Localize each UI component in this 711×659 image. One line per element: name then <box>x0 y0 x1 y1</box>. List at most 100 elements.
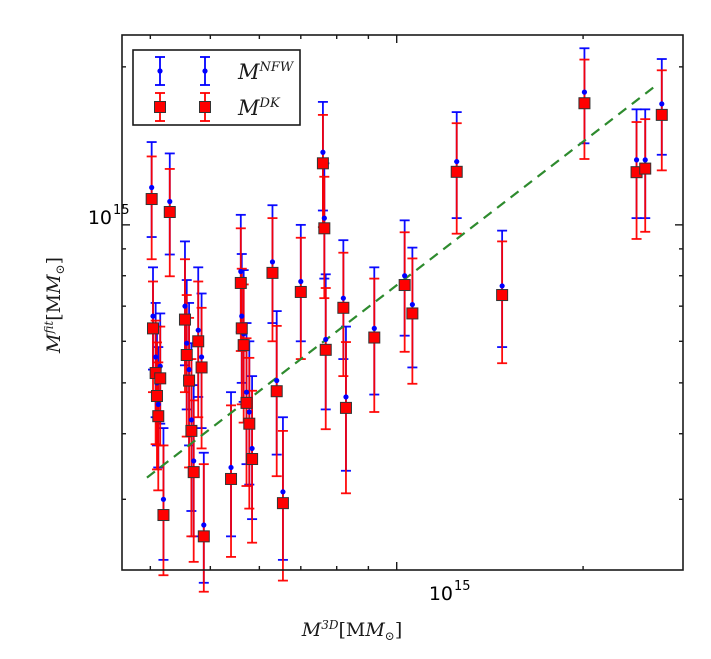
errorbar-M^DK <box>640 118 651 233</box>
legend-sample-M^DK <box>154 92 166 122</box>
data-point-M^NFW <box>320 149 326 155</box>
y-axis-label: Mfit[MM⊙] <box>42 257 67 354</box>
data-point-M^DK <box>318 222 331 235</box>
x-axis-label-sup: 3D <box>321 618 339 632</box>
data-point-M^DK <box>337 301 350 314</box>
errorbar-M^DK <box>451 122 462 235</box>
data-point-M^DK <box>187 466 200 479</box>
data-point-M^NFW <box>167 198 173 205</box>
data-point-M^DK <box>655 108 668 121</box>
data-point-M^NFW <box>243 389 250 395</box>
data-point-M^DK <box>243 417 256 430</box>
data-point-M^DK <box>319 343 332 356</box>
data-point-M^NFW <box>246 409 252 415</box>
errorbar-M^DK <box>164 168 175 278</box>
y-axis-label-sup: fit <box>42 321 56 335</box>
data-point-M^DK <box>157 509 170 522</box>
errorbar-M^DK <box>271 324 282 478</box>
data-point-M^NFW <box>155 401 161 407</box>
data-point-M^NFW <box>321 215 327 221</box>
data-point-M^NFW <box>280 489 286 495</box>
data-point-M^NFW <box>269 259 276 265</box>
data-point-M^NFW <box>238 268 244 275</box>
x-tick-exponent: 15 <box>454 579 471 594</box>
data-point-M^DK <box>578 97 591 110</box>
y-tick-label-1e15: 10 15 <box>88 203 130 229</box>
data-point-M^DK <box>316 157 329 170</box>
errorbar-M^DK <box>407 257 418 385</box>
errorbar-M^DK <box>146 155 157 261</box>
data-point-M^DK <box>266 266 279 279</box>
legend-sample-M^NFW <box>200 56 210 86</box>
data-point-M^DK <box>163 206 176 219</box>
data-point-M^NFW <box>659 101 665 107</box>
data-point-M^NFW <box>239 313 245 319</box>
y-axis-label-m: M <box>43 274 65 295</box>
data-point-M^DK <box>197 530 210 543</box>
data-point-M^DK <box>152 410 165 423</box>
legend-sample-M^DK <box>199 92 211 122</box>
legend-label-M^DK: MDK <box>237 96 281 120</box>
data-point-M^DK <box>240 396 253 409</box>
data-point-M^DK <box>246 453 259 466</box>
data-point-M^DK <box>145 193 158 206</box>
x-axis-label-unit-open: [M <box>338 619 365 641</box>
data-point-M^DK <box>178 313 191 326</box>
data-point-M^NFW <box>409 301 415 308</box>
data-point-M^NFW <box>186 366 192 373</box>
data-point-M^NFW <box>228 464 234 471</box>
errorbar-M^DK <box>247 389 258 544</box>
data-point-M^DK <box>195 361 208 374</box>
data-point-M^DK <box>639 162 652 175</box>
data-point-M^NFW <box>153 354 159 360</box>
data-point-M^DK <box>294 285 307 298</box>
data-point-M^DK <box>150 389 163 402</box>
legend-label-sup: NFW <box>259 60 295 75</box>
data-point-M^NFW <box>195 327 201 333</box>
data-point-M^NFW <box>499 283 505 289</box>
data-point-M^DK <box>192 335 205 348</box>
data-point-M^NFW <box>642 157 648 163</box>
errorbar-M^DK <box>320 287 331 431</box>
errorbar-M^DK <box>497 240 508 365</box>
data-point-M^NFW <box>191 458 197 464</box>
errorbar-M^DK <box>267 217 278 343</box>
y-axis-label-sun: ⊙ <box>53 264 67 274</box>
data-point-M^NFW <box>182 303 188 309</box>
data-point-M^DK <box>147 322 160 335</box>
data-point-M^NFW <box>371 325 377 331</box>
data-point-M^NFW <box>249 445 255 452</box>
data-point-M^NFW <box>201 522 207 528</box>
legend-label-base: M <box>237 60 260 84</box>
y-axis-label-base: M <box>43 333 65 354</box>
y-tick-mantissa: 10 <box>88 207 112 229</box>
errorbar-M^DK <box>196 306 207 450</box>
marker-layer <box>145 89 668 543</box>
data-point-M^NFW <box>150 313 156 319</box>
data-point-M^NFW <box>160 496 167 502</box>
errorbar-M^DK <box>369 277 380 413</box>
data-point-M^NFW <box>274 377 280 384</box>
data-point-M^DK <box>154 372 167 385</box>
errorbar-M^DK <box>399 231 410 353</box>
data-point-M^NFW <box>581 89 588 95</box>
svg-text:Mfit[MM⊙]: Mfit[MM⊙] <box>42 257 67 354</box>
x-axis-label-m: M <box>364 619 385 641</box>
legend-label-base: M <box>237 96 260 120</box>
x-axis-label-sun: ⊙ <box>385 629 395 643</box>
y-axis-label-unit-close: ] <box>43 257 65 264</box>
data-point-M^DK <box>225 472 238 485</box>
data-point-M^DK <box>185 424 198 437</box>
data-point-M^NFW <box>454 158 460 165</box>
errorbar-M^DK <box>579 58 590 160</box>
x-axis-label-base: M <box>301 619 322 641</box>
data-point-M^DK <box>237 339 250 352</box>
data-point-M^DK <box>398 279 411 292</box>
data-point-M^DK <box>180 349 193 362</box>
svg-text:M3D[MM⊙]: M3D[MM⊙] <box>301 618 403 643</box>
x-axis-label-unit-close: ] <box>395 619 402 641</box>
axis-tick-layer <box>122 35 683 570</box>
data-point-M^NFW <box>323 336 329 343</box>
data-point-M^NFW <box>340 295 346 301</box>
